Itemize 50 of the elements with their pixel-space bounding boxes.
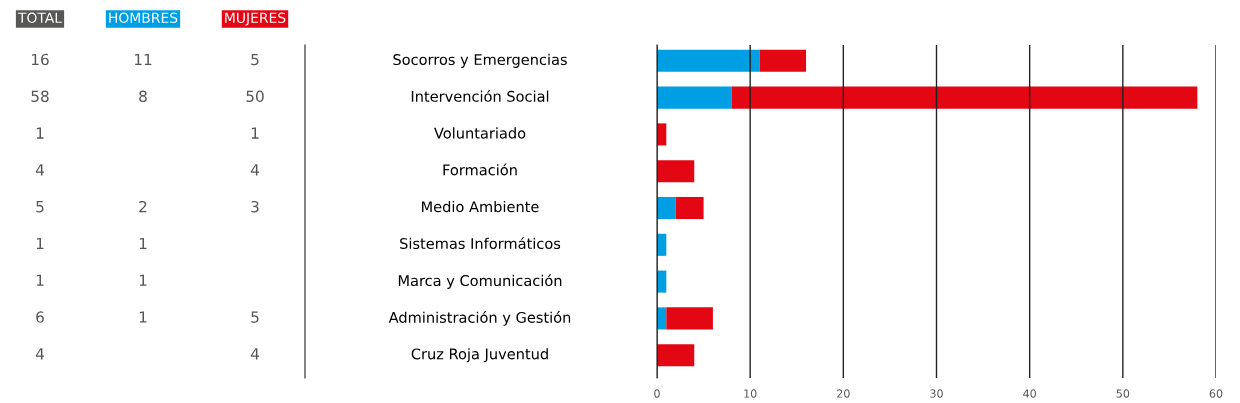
bar (657, 49, 760, 72)
x-tick-label: 0 (654, 389, 660, 398)
data-label: 4 (35, 164, 44, 176)
data-label: 8 (139, 90, 147, 103)
data-label: 5 (36, 201, 44, 213)
y-tick-label: Cruz Roja Juventud (411, 348, 548, 363)
data-label: 4 (250, 348, 259, 360)
bar (657, 86, 732, 109)
data-label: 1 (36, 274, 44, 286)
x-tick-label: 40 (1023, 389, 1036, 398)
x-tick-label: MUJERES (225, 12, 286, 26)
y-tick-label: Intervención Social (411, 89, 549, 102)
bar (657, 196, 676, 220)
x-tick-label: 60 (1209, 389, 1223, 398)
data-label: 4 (250, 164, 259, 176)
data-label: 16 (31, 53, 49, 66)
bar (657, 160, 695, 183)
data-label: 58 (31, 90, 49, 103)
data-label: 1 (139, 311, 147, 323)
data-label: 2 (139, 200, 147, 213)
bar (759, 49, 807, 72)
bar (657, 344, 695, 367)
data-label: 1 (139, 237, 147, 250)
data-label: 5 (251, 311, 259, 323)
bar (731, 86, 1198, 109)
data-label: 1 (139, 274, 147, 286)
y-tick-label: Sistemas Informáticos (400, 237, 561, 250)
data-label: 11 (134, 53, 152, 66)
y-tick-label: Voluntariado (434, 127, 526, 139)
x-tick-label: 50 (1116, 389, 1130, 398)
data-label: 3 (251, 200, 259, 213)
data-label: 50 (246, 90, 264, 103)
y-tick-label: Formación (443, 163, 517, 176)
y-tick-label: Medio Ambiente (422, 200, 539, 213)
bar (666, 307, 713, 330)
data-label: 1 (36, 237, 44, 250)
x-tick-label: HOMBRES (109, 12, 178, 24)
data-label: 6 (36, 311, 44, 323)
x-tick-label: 20 (837, 389, 850, 398)
x-tick-label: TOTAL (17, 12, 62, 24)
x-tick-label: 30 (930, 389, 943, 398)
data-label: 5 (251, 53, 259, 66)
y-tick-label: Socorros y Emergencias (393, 53, 567, 68)
data-label: 1 (36, 127, 44, 139)
y-tick-label: Marca y Comunicación (398, 274, 562, 289)
data-label: 1 (251, 127, 259, 139)
y-tick-label: Administración y Gestión (388, 311, 571, 326)
data-label: 4 (35, 348, 44, 360)
bar (675, 196, 704, 220)
x-tick-label: 10 (744, 389, 757, 398)
